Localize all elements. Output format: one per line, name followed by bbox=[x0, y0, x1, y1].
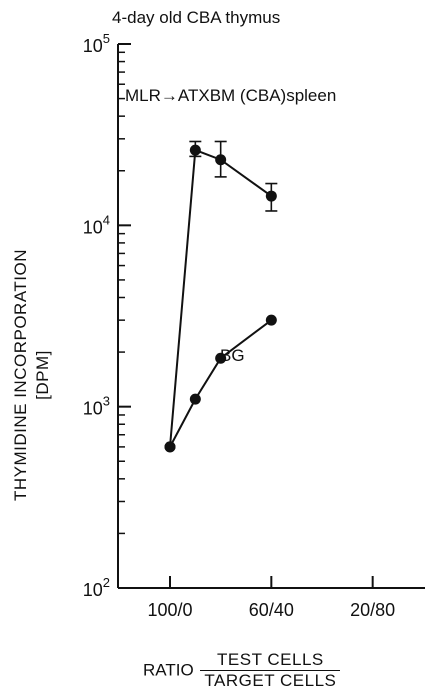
y-tick-label: 102 bbox=[83, 575, 110, 600]
chart-title: 4-day old CBA thymus bbox=[112, 8, 281, 27]
y-axis-label: THYMIDINE INCORPORATION [DPM] bbox=[10, 95, 54, 655]
y-axis-label-line1: THYMIDINE INCORPORATION bbox=[11, 248, 30, 502]
y-tick-label: 103 bbox=[83, 394, 110, 419]
y-tick-label: 105 bbox=[83, 31, 110, 56]
data-point bbox=[189, 144, 201, 156]
x-tick-label: 20/80 bbox=[350, 600, 395, 620]
data-point bbox=[215, 352, 227, 364]
x-axis-label: RATIO TEST CELLS TARGET CELLS bbox=[143, 650, 341, 691]
series-line bbox=[169, 148, 272, 447]
y-axis-label-line2: [DPM] bbox=[33, 350, 52, 400]
x-tick-label: 100/0 bbox=[147, 600, 192, 620]
x-axis-label-fraction: TEST CELLS TARGET CELLS bbox=[200, 650, 341, 691]
series-line bbox=[169, 319, 272, 448]
data-point bbox=[265, 314, 277, 326]
data-point bbox=[265, 190, 277, 202]
x-tick-label: 60/40 bbox=[249, 600, 294, 620]
x-axis-label-denominator: TARGET CELLS bbox=[204, 671, 337, 690]
x-axis-label-prefix: RATIO bbox=[143, 660, 194, 680]
series-label-mlr: MLR→ATXBM (CBA)spleen bbox=[125, 86, 336, 105]
data-point bbox=[189, 393, 201, 405]
data-point bbox=[164, 441, 176, 453]
series-label-bg: BG bbox=[220, 346, 245, 365]
x-axis-label-numerator: TEST CELLS bbox=[200, 650, 341, 671]
y-tick-label: 104 bbox=[83, 212, 110, 237]
data-point bbox=[215, 154, 227, 166]
